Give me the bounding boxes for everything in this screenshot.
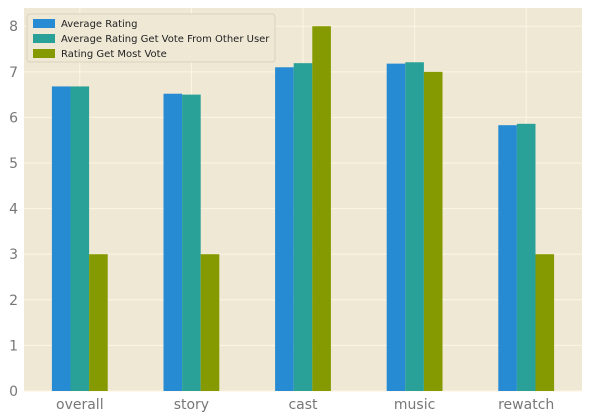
y-tick-label: 5 <box>9 156 18 172</box>
legend-box <box>26 13 276 63</box>
bar <box>498 125 517 392</box>
bar <box>386 63 406 391</box>
legend-label: Average Rating <box>61 19 137 30</box>
bar <box>293 63 313 392</box>
y-tick-label: 7 <box>9 65 18 81</box>
y-tick-label: 3 <box>9 247 18 263</box>
bar <box>535 254 555 391</box>
bars <box>51 26 555 392</box>
bar <box>163 93 183 391</box>
y-tick-label: 8 <box>9 19 18 35</box>
bar <box>405 62 424 392</box>
bar <box>89 254 108 391</box>
bar <box>70 86 90 391</box>
y-tick-label: 0 <box>9 384 18 400</box>
x-axis-tick-labels: overall story cast music rewatch <box>56 397 554 413</box>
y-tick-label: 2 <box>9 293 18 309</box>
legend-swatch <box>33 34 55 43</box>
bar <box>312 26 331 391</box>
y-axis-tick-labels: 0 1 2 3 4 5 6 7 8 <box>9 19 18 400</box>
legend-label: Rating Get Most Vote <box>61 49 167 60</box>
x-tick-label: rewatch <box>498 397 554 413</box>
legend-swatch <box>33 49 55 58</box>
bar <box>423 71 443 391</box>
bar <box>51 86 71 391</box>
legend-swatch <box>33 19 55 28</box>
legend-label: Average Rating Get Vote From Other User <box>61 34 270 45</box>
bar <box>516 123 536 392</box>
x-tick-label: overall <box>56 397 104 413</box>
legend: Average Rating Average Rating Get Vote Fr… <box>26 13 276 63</box>
y-tick-label: 1 <box>9 338 18 354</box>
x-tick-label: cast <box>288 397 318 413</box>
x-tick-label: story <box>174 397 209 413</box>
x-tick-label: music <box>394 397 435 413</box>
bar <box>275 67 294 392</box>
y-tick-label: 6 <box>9 110 18 126</box>
bar <box>200 254 220 391</box>
bar <box>182 94 201 391</box>
y-tick-label: 4 <box>9 202 18 218</box>
